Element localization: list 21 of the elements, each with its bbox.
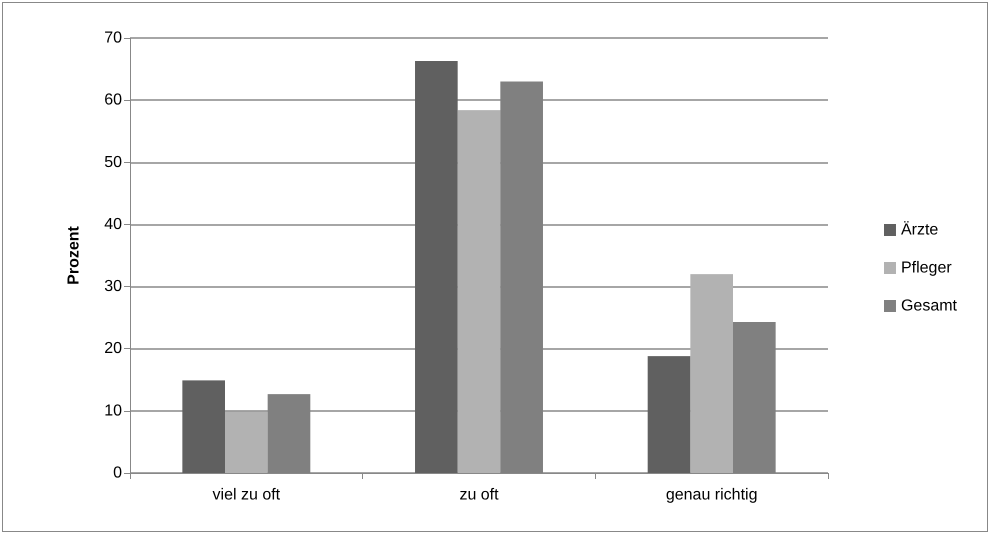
- bar: [648, 356, 690, 473]
- legend-label: Ärzte: [900, 220, 938, 238]
- x-tick-label: viel zu oft: [212, 486, 281, 504]
- y-axis-title: Prozent: [66, 225, 82, 285]
- y-tick-label: 20: [104, 340, 122, 358]
- bar: [458, 110, 500, 473]
- legend-label: Pfleger: [900, 260, 952, 276]
- y-tick-label: 60: [104, 92, 122, 109]
- bar: [225, 411, 268, 473]
- bar: [415, 60, 458, 473]
- y-tick-label: 0: [113, 464, 122, 482]
- y-tick-label: 40: [104, 216, 122, 233]
- y-tick-label: 50: [104, 154, 122, 171]
- y-tick-label: 10: [104, 402, 122, 420]
- bar: [690, 274, 733, 473]
- bar: [182, 380, 226, 473]
- x-tick-label: zu oft: [459, 486, 500, 504]
- y-tick-label: 70: [104, 30, 122, 46]
- legend-label: Gesamt: [900, 298, 958, 314]
- x-tick-label: genau richtig: [666, 486, 758, 504]
- y-tick-label: 30: [104, 278, 122, 296]
